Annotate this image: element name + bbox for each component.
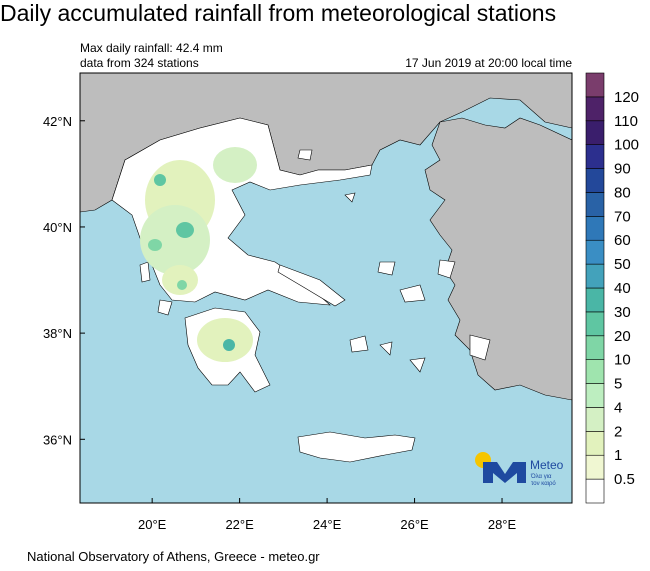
colorbar-box — [585, 383, 605, 408]
y-tick-label: 42°N — [43, 114, 72, 129]
y-tick-label: 36°N — [43, 432, 72, 447]
colorbar-label: 2 — [614, 423, 622, 440]
y-tick-label: 38°N — [43, 326, 72, 341]
colorbar-label: 90 — [614, 161, 631, 178]
colorbar-box — [585, 96, 605, 122]
rainfall-patches — [140, 147, 257, 362]
colorbar-box — [585, 144, 605, 169]
colorbar-label: 1 — [614, 447, 622, 464]
timestamp: 17 Jun 2019 at 20:00 local time — [405, 56, 572, 70]
colorbar-box — [585, 431, 605, 456]
colorbar-label: 80 — [614, 184, 631, 201]
crete — [297, 431, 416, 463]
x-tick-label: 28°E — [488, 517, 517, 532]
colorbar-box — [585, 72, 605, 98]
colorbar-box — [585, 168, 605, 193]
colorbar-label: 5 — [614, 376, 622, 393]
colorbar-box — [585, 311, 605, 337]
colorbar-label: 70 — [614, 208, 631, 225]
colorbar-label: 40 — [614, 280, 631, 297]
colorbar-box — [585, 407, 605, 432]
info-line: data from 324 stations — [80, 56, 199, 70]
logo-slogan: Όλα για — [530, 474, 552, 480]
colorbar-box — [585, 454, 605, 480]
logo: Meteo Όλα για τον καιρό — [475, 452, 564, 487]
colorbar-label: 0.5 — [614, 471, 635, 488]
colorbar-box — [585, 263, 605, 289]
footer: National Observatory of Athens, Greece -… — [27, 549, 320, 564]
colorbar-box — [585, 216, 605, 241]
anatolia — [424, 117, 572, 401]
colorbar-box — [585, 478, 605, 504]
colorbar-label: 10 — [614, 352, 631, 369]
x-tick-label: 24°E — [313, 517, 342, 532]
colorbar-label: 100 — [614, 137, 639, 154]
colorbar-label: 110 — [614, 113, 638, 130]
colorbar-box — [585, 287, 605, 313]
title: Daily accumulated rainfall from meteorol… — [0, 0, 556, 26]
colorbar-box — [585, 120, 605, 145]
euboea — [277, 264, 346, 307]
map: 20°E 22°E 24°E 26°E 28°E 42°N 40°N 38°N 36°N — [43, 72, 573, 532]
info-line: Max daily rainfall: 42.4 mm — [80, 41, 223, 55]
islands — [139, 149, 491, 373]
colorbar-label: 4 — [614, 399, 622, 416]
colorbar-box — [585, 192, 605, 217]
x-tick-label: 22°E — [225, 517, 254, 532]
logo-mark — [483, 462, 526, 483]
x-tick-label: 26°E — [400, 517, 429, 532]
colorbar: 0.5 1 2 4 5 10 20 30 40 50 60 70 80 90 100 110 120 — [585, 72, 639, 504]
y-tick-label: 40°N — [43, 220, 72, 235]
colorbar-box — [585, 359, 605, 384]
colorbar-label: 50 — [614, 256, 631, 273]
ticks: 20°E 22°E 24°E 26°E 28°E 42°N 40°N 38°N 36°N — [43, 114, 517, 532]
colorbar-label: 60 — [614, 232, 631, 249]
colorbar-label: 120 — [614, 89, 639, 106]
colorbar-box — [585, 335, 605, 360]
colorbar-label: 20 — [614, 328, 631, 345]
colorbar-box — [585, 239, 605, 265]
x-tick-label: 20°E — [138, 517, 167, 532]
colorbar-label: 30 — [614, 304, 631, 321]
logo-slogan: τον καιρό — [531, 480, 556, 487]
map-frame — [79, 72, 573, 504]
logo-name: Meteo — [530, 458, 564, 472]
